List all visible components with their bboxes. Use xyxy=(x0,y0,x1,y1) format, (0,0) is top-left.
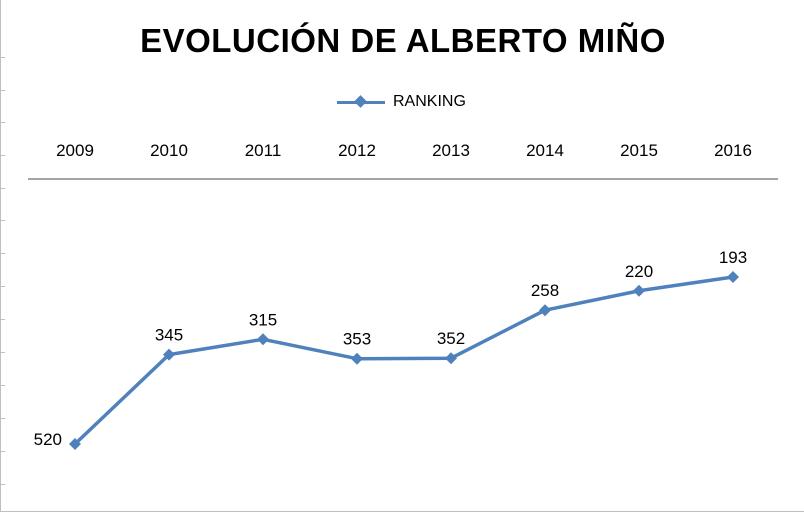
data-labels: 520 345 315 353 352 258 220 193 xyxy=(34,248,748,449)
border-tick xyxy=(1,155,5,156)
data-label: 193 xyxy=(719,248,747,267)
data-label: 345 xyxy=(155,326,183,345)
border-tick xyxy=(1,90,5,91)
legend: RANKING xyxy=(337,91,466,113)
border-tick xyxy=(1,484,5,485)
data-point-marker xyxy=(539,304,551,317)
x-tick-label: 2010 xyxy=(150,141,188,160)
x-tick-label: 2014 xyxy=(526,141,564,160)
border-tick xyxy=(1,122,5,123)
border-tick xyxy=(1,253,5,254)
series-line xyxy=(73,275,734,446)
border-tick xyxy=(1,286,5,287)
x-tick-label: 2015 xyxy=(620,141,658,160)
data-point-marker xyxy=(257,333,269,346)
chart-title: EVOLUCIÓN DE ALBERTO MIÑO xyxy=(140,22,666,59)
data-point-marker xyxy=(727,271,739,283)
data-label: 220 xyxy=(625,262,653,281)
legend-label: RANKING xyxy=(393,93,466,110)
data-point-marker xyxy=(445,352,457,365)
data-label: 353 xyxy=(343,330,371,349)
border-tick xyxy=(1,319,5,320)
border-tick xyxy=(1,418,5,419)
border-tick xyxy=(1,220,5,221)
data-label: 258 xyxy=(531,281,559,300)
series-ranking xyxy=(69,271,739,450)
x-tick-label: 2012 xyxy=(338,141,376,160)
data-point-marker xyxy=(69,438,81,450)
data-label: 520 xyxy=(34,430,62,449)
data-point-marker xyxy=(351,352,363,365)
x-tick-label: 2011 xyxy=(245,141,282,160)
data-point-marker xyxy=(633,284,645,297)
x-tick-label: 2013 xyxy=(432,141,470,160)
border-tick xyxy=(1,188,5,189)
border-tick xyxy=(1,451,5,452)
x-tick-labels: 2009 2010 2011 2012 2013 2014 2015 2016 xyxy=(56,141,752,160)
border-tick xyxy=(1,57,5,58)
data-point-marker xyxy=(163,348,175,361)
x-tick-label: 2016 xyxy=(714,141,752,160)
legend-line-swatch xyxy=(337,94,385,108)
x-tick-label: 2009 xyxy=(56,141,94,160)
border-tick xyxy=(1,352,5,353)
border-tick xyxy=(1,385,5,386)
data-label: 315 xyxy=(249,310,277,329)
data-label: 352 xyxy=(437,329,465,348)
